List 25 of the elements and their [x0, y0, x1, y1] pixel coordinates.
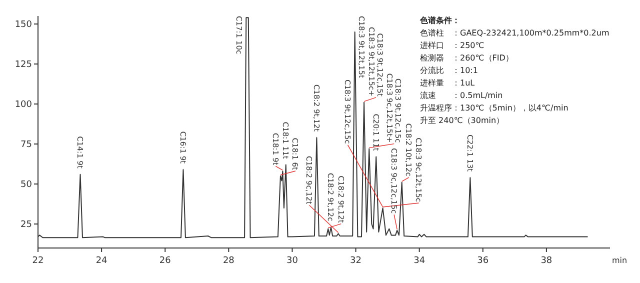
annotation: 进样量 ：1uL — [420, 78, 476, 88]
annotation: 色谱柱 ：GAEQ-232421,100m*0.25mm*0.2um — [420, 28, 610, 38]
x-tick-label: 30 — [286, 256, 298, 266]
y-tick-label: 50 — [20, 180, 32, 190]
x-tick-label: 32 — [350, 256, 362, 266]
y-tick-label: 75 — [20, 140, 32, 150]
annotation: 进样口 ：250℃ — [420, 41, 484, 50]
x-tick-label: 38 — [540, 256, 552, 266]
annotation: 升温程序：130℃（5min），以4℃/min — [420, 104, 568, 112]
annotation: 升至 240℃（30min） — [420, 116, 504, 125]
y-tick-label: 100 — [14, 100, 32, 110]
annotation: 检测器 ：260℃（FID） — [420, 54, 514, 62]
x-tick-label: 28 — [222, 256, 235, 266]
x-tick-label: 36 — [477, 256, 489, 266]
annotation: 色谱条件： — [419, 16, 460, 25]
x-tick-label: 24 — [96, 256, 108, 266]
x-tick-label: 34 — [414, 256, 426, 266]
annotation: 分流比 ：10:1 — [420, 66, 478, 75]
x-tick-label: 22 — [32, 256, 44, 266]
x-tick-label: 26 — [159, 256, 172, 266]
y-tick-label: 125 — [14, 60, 32, 70]
y-tick-label: 150 — [14, 20, 32, 30]
y-tick-label: 25 — [20, 220, 32, 230]
x-axis-title: min — [612, 256, 628, 265]
annotation: 流速 ：0.5mL/min — [420, 91, 503, 100]
